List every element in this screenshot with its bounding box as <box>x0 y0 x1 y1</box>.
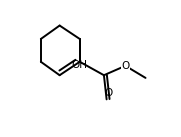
Text: O: O <box>104 88 113 98</box>
Text: OH: OH <box>72 60 88 70</box>
Text: O: O <box>121 61 130 71</box>
